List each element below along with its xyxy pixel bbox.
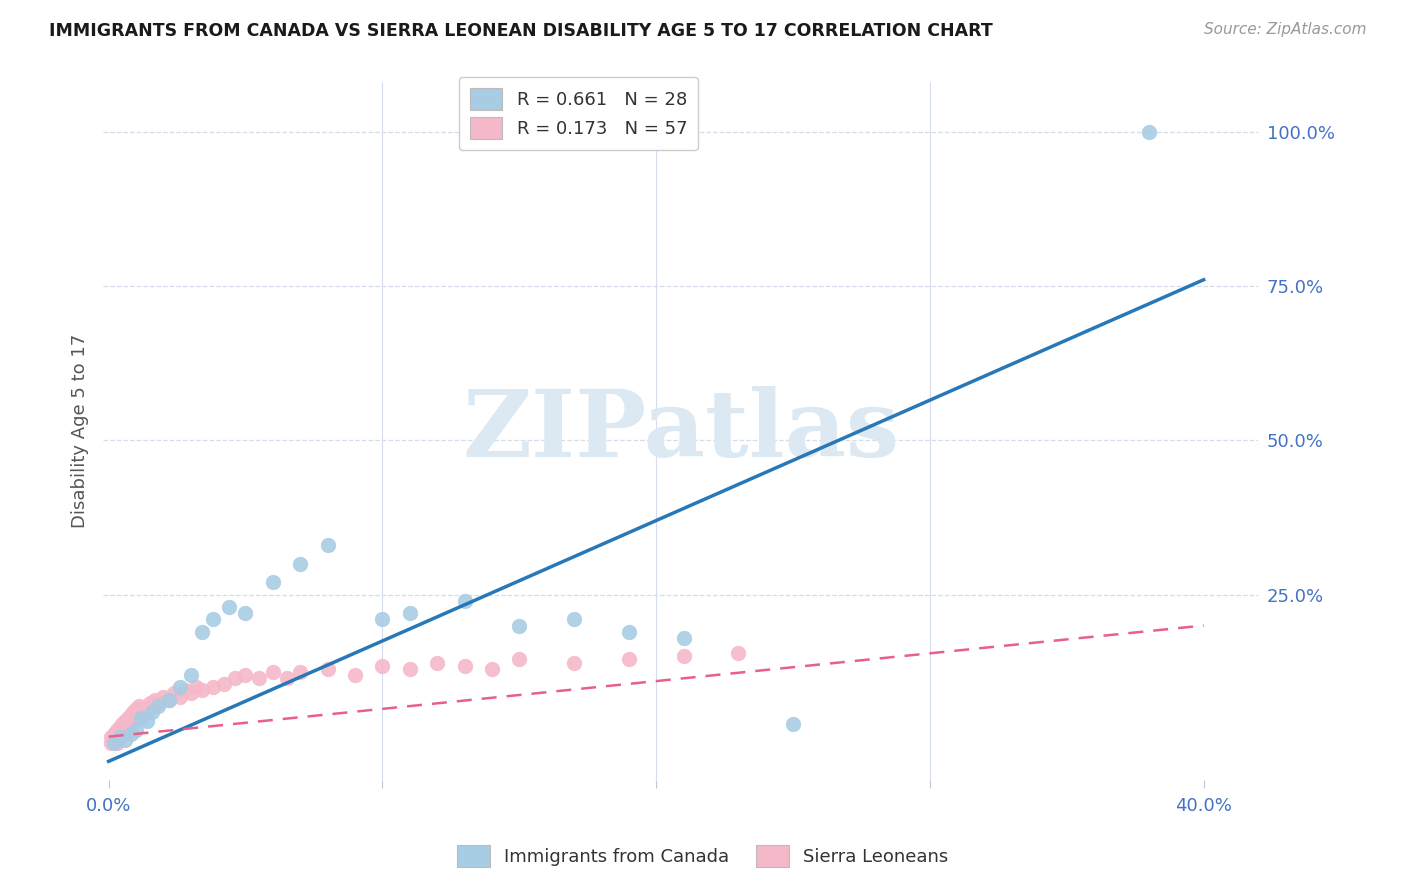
- Point: [190, 624, 212, 639]
- Point: [152, 690, 174, 704]
- Point: [103, 732, 125, 747]
- Point: [672, 649, 695, 664]
- Legend: Immigrants from Canada, Sierra Leoneans: Immigrants from Canada, Sierra Leoneans: [450, 838, 956, 874]
- Point: [371, 658, 394, 673]
- Point: [174, 683, 197, 698]
- Point: [180, 686, 202, 700]
- Point: [262, 575, 284, 590]
- Point: [120, 717, 142, 731]
- Point: [186, 680, 208, 694]
- Point: [120, 726, 142, 740]
- Point: [672, 631, 695, 645]
- Point: [105, 736, 128, 750]
- Point: [481, 662, 503, 676]
- Point: [103, 736, 125, 750]
- Point: [141, 698, 163, 713]
- Point: [426, 656, 449, 670]
- Point: [235, 668, 257, 682]
- Point: [131, 711, 153, 725]
- Point: [136, 705, 159, 719]
- Point: [111, 726, 134, 740]
- Point: [117, 720, 139, 734]
- Point: [146, 696, 169, 710]
- Point: [316, 538, 339, 552]
- Point: [398, 662, 420, 676]
- Point: [290, 665, 312, 679]
- Point: [453, 658, 475, 673]
- Point: [114, 723, 136, 738]
- Point: [262, 665, 284, 679]
- Point: [131, 705, 153, 719]
- Point: [125, 711, 148, 725]
- Point: [343, 668, 366, 682]
- Point: [169, 690, 191, 704]
- Point: [727, 646, 749, 660]
- Point: [218, 599, 240, 614]
- Point: [128, 698, 150, 713]
- Point: [103, 726, 125, 740]
- Point: [100, 736, 122, 750]
- Legend: R = 0.661   N = 28, R = 0.173   N = 57: R = 0.661 N = 28, R = 0.173 N = 57: [458, 78, 697, 150]
- Point: [163, 686, 186, 700]
- Point: [453, 594, 475, 608]
- Point: [247, 671, 270, 685]
- Point: [617, 652, 640, 666]
- Point: [108, 720, 131, 734]
- Point: [190, 683, 212, 698]
- Point: [157, 692, 180, 706]
- Point: [224, 671, 246, 685]
- Point: [125, 702, 148, 716]
- Point: [562, 656, 585, 670]
- Point: [290, 557, 312, 571]
- Point: [114, 714, 136, 729]
- Point: [114, 732, 136, 747]
- Text: Source: ZipAtlas.com: Source: ZipAtlas.com: [1204, 22, 1367, 37]
- Point: [146, 698, 169, 713]
- Point: [117, 711, 139, 725]
- Point: [105, 723, 128, 738]
- Point: [122, 714, 145, 729]
- Point: [108, 730, 131, 744]
- Y-axis label: Disability Age 5 to 17: Disability Age 5 to 17: [72, 334, 89, 528]
- Point: [180, 668, 202, 682]
- Point: [111, 717, 134, 731]
- Text: IMMIGRANTS FROM CANADA VS SIERRA LEONEAN DISABILITY AGE 5 TO 17 CORRELATION CHAR: IMMIGRANTS FROM CANADA VS SIERRA LEONEAN…: [49, 22, 993, 40]
- Point: [125, 723, 148, 738]
- Point: [136, 714, 159, 729]
- Point: [398, 606, 420, 620]
- Point: [120, 708, 142, 723]
- Point: [212, 677, 235, 691]
- Point: [138, 696, 160, 710]
- Point: [1137, 124, 1160, 138]
- Point: [201, 612, 224, 626]
- Point: [562, 612, 585, 626]
- Point: [617, 624, 640, 639]
- Point: [100, 730, 122, 744]
- Point: [782, 717, 804, 731]
- Point: [134, 702, 156, 716]
- Point: [276, 671, 298, 685]
- Point: [235, 606, 257, 620]
- Point: [128, 708, 150, 723]
- Point: [201, 680, 224, 694]
- Point: [143, 692, 166, 706]
- Point: [169, 680, 191, 694]
- Point: [371, 612, 394, 626]
- Point: [108, 730, 131, 744]
- Point: [157, 692, 180, 706]
- Point: [316, 662, 339, 676]
- Point: [141, 705, 163, 719]
- Point: [122, 705, 145, 719]
- Text: ZIPatlas: ZIPatlas: [463, 386, 900, 476]
- Point: [508, 618, 530, 632]
- Point: [508, 652, 530, 666]
